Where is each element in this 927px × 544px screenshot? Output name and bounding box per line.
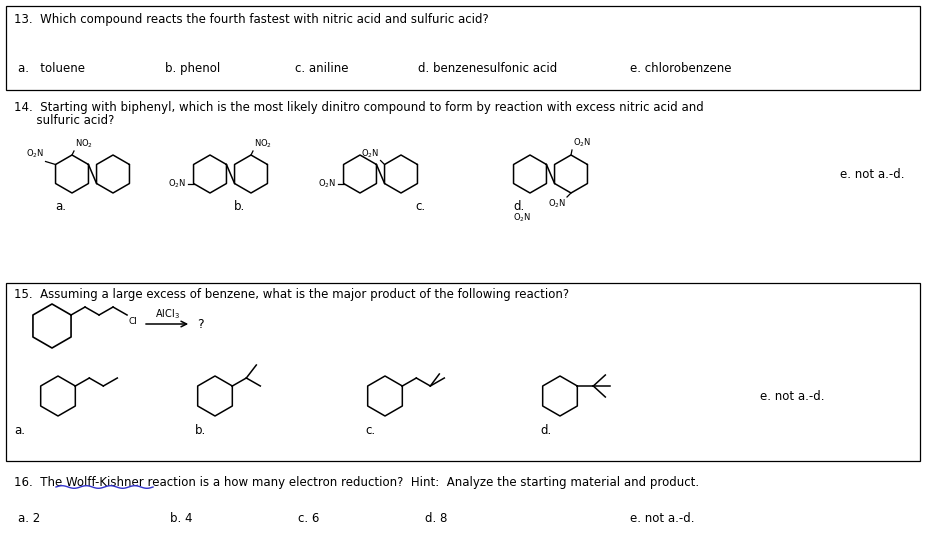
Text: Cl: Cl bbox=[128, 317, 137, 326]
Bar bbox=[6, 283, 920, 461]
Text: $\mathregular{O_2N}$: $\mathregular{O_2N}$ bbox=[26, 148, 44, 160]
Text: c.: c. bbox=[365, 424, 375, 437]
Text: e. chlorobenzene: e. chlorobenzene bbox=[630, 62, 731, 75]
Text: a. 2: a. 2 bbox=[18, 512, 40, 525]
Text: 13.  Which compound reacts the fourth fastest with nitric acid and sulfuric acid: 13. Which compound reacts the fourth fas… bbox=[14, 13, 489, 26]
Text: a.: a. bbox=[14, 424, 25, 437]
Text: e. not a.-d.: e. not a.-d. bbox=[760, 390, 824, 403]
Text: e. not a.-d.: e. not a.-d. bbox=[840, 168, 905, 181]
Text: b. 4: b. 4 bbox=[170, 512, 193, 525]
Text: 15.  Assuming a large excess of benzene, what is the major product of the follow: 15. Assuming a large excess of benzene, … bbox=[14, 288, 569, 301]
Text: ?: ? bbox=[197, 318, 204, 331]
Text: a.: a. bbox=[55, 200, 66, 213]
Text: sulfuric acid?: sulfuric acid? bbox=[14, 114, 114, 127]
Text: d. 8: d. 8 bbox=[425, 512, 448, 525]
Text: 16.  The Wolff-Kishner reaction is a how many electron reduction?  Hint:  Analyz: 16. The Wolff-Kishner reaction is a how … bbox=[14, 476, 699, 489]
Text: b.: b. bbox=[234, 200, 246, 213]
Text: d. benzenesulfonic acid: d. benzenesulfonic acid bbox=[418, 62, 557, 75]
Text: c. 6: c. 6 bbox=[298, 512, 320, 525]
Text: c. aniline: c. aniline bbox=[295, 62, 349, 75]
Text: d.: d. bbox=[540, 424, 552, 437]
Text: $\mathregular{NO_2}$: $\mathregular{NO_2}$ bbox=[254, 138, 273, 150]
Text: $\mathregular{O_2N}$: $\mathregular{O_2N}$ bbox=[513, 211, 531, 224]
Text: b.: b. bbox=[195, 424, 206, 437]
Text: AlCl$_3$: AlCl$_3$ bbox=[155, 307, 180, 321]
Text: 14.  Starting with biphenyl, which is the most likely dinitro compound to form b: 14. Starting with biphenyl, which is the… bbox=[14, 101, 704, 114]
Bar bbox=[6, 6, 920, 90]
Text: a.   toluene: a. toluene bbox=[18, 62, 85, 75]
Text: d.: d. bbox=[513, 200, 525, 213]
Text: $\mathregular{O_2N}$: $\mathregular{O_2N}$ bbox=[169, 177, 186, 190]
Text: $\mathregular{NO_2}$: $\mathregular{NO_2}$ bbox=[75, 138, 93, 150]
Text: $\mathregular{O_2N}$: $\mathregular{O_2N}$ bbox=[573, 137, 591, 149]
Text: $\mathregular{O_2N}$: $\mathregular{O_2N}$ bbox=[318, 177, 337, 190]
Text: b. phenol: b. phenol bbox=[165, 62, 221, 75]
Text: c.: c. bbox=[415, 200, 425, 213]
Text: $\mathregular{O_2N}$: $\mathregular{O_2N}$ bbox=[548, 198, 566, 211]
Text: e. not a.-d.: e. not a.-d. bbox=[630, 512, 694, 525]
Text: $\mathregular{O_2N}$: $\mathregular{O_2N}$ bbox=[362, 147, 379, 159]
